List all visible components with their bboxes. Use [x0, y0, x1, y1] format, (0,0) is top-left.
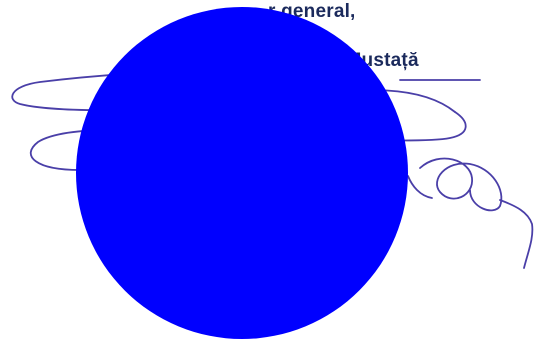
redaction-circle: [76, 7, 408, 339]
